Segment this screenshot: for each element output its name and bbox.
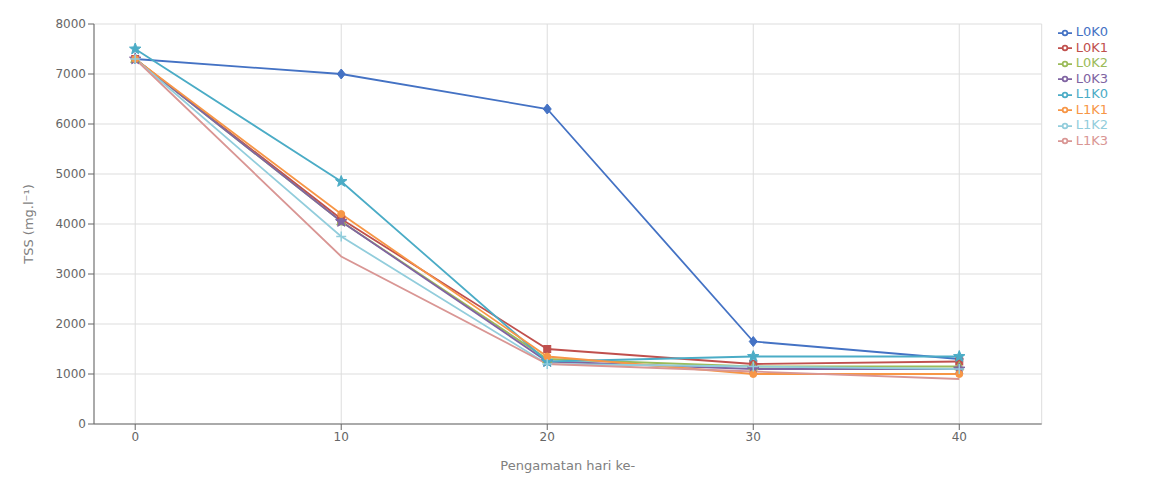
svg-text:20: 20	[540, 430, 555, 444]
html-text:L1K1: L1K1	[1075, 101, 1108, 117]
svg-text:0: 0	[78, 417, 86, 431]
svg-text:30: 30	[746, 430, 761, 444]
svg-text:8000: 8000	[55, 17, 86, 31]
svg-text:0: 0	[131, 430, 139, 444]
svg-text:4000: 4000	[55, 217, 86, 231]
svg-text:1000: 1000	[55, 367, 86, 381]
svg-text:Pengamatan hari ke-: Pengamatan hari ke-	[500, 458, 635, 473]
svg-text:TSS (mg.l⁻¹): TSS (mg.l⁻¹)	[21, 184, 36, 264]
html-text:L0K0: L0K0	[1075, 24, 1108, 39]
svg-text:10: 10	[334, 430, 349, 444]
html-text:L0K2: L0K2	[1075, 55, 1108, 70]
svg-text:7000: 7000	[55, 67, 86, 81]
html-text:L1K3: L1K3	[1075, 132, 1108, 148]
svg-text:6000: 6000	[55, 117, 86, 131]
svg-text:40: 40	[952, 430, 967, 444]
html-text:L1K0: L1K0	[1075, 86, 1108, 101]
svg-text:3000: 3000	[55, 267, 86, 281]
html-text:L1K2: L1K2	[1075, 117, 1108, 132]
html-text:L0K1: L0K1	[1075, 39, 1108, 55]
svg-text:2000: 2000	[55, 317, 86, 331]
html-text:L0K3: L0K3	[1075, 70, 1108, 86]
svg-text:5000: 5000	[55, 167, 86, 181]
